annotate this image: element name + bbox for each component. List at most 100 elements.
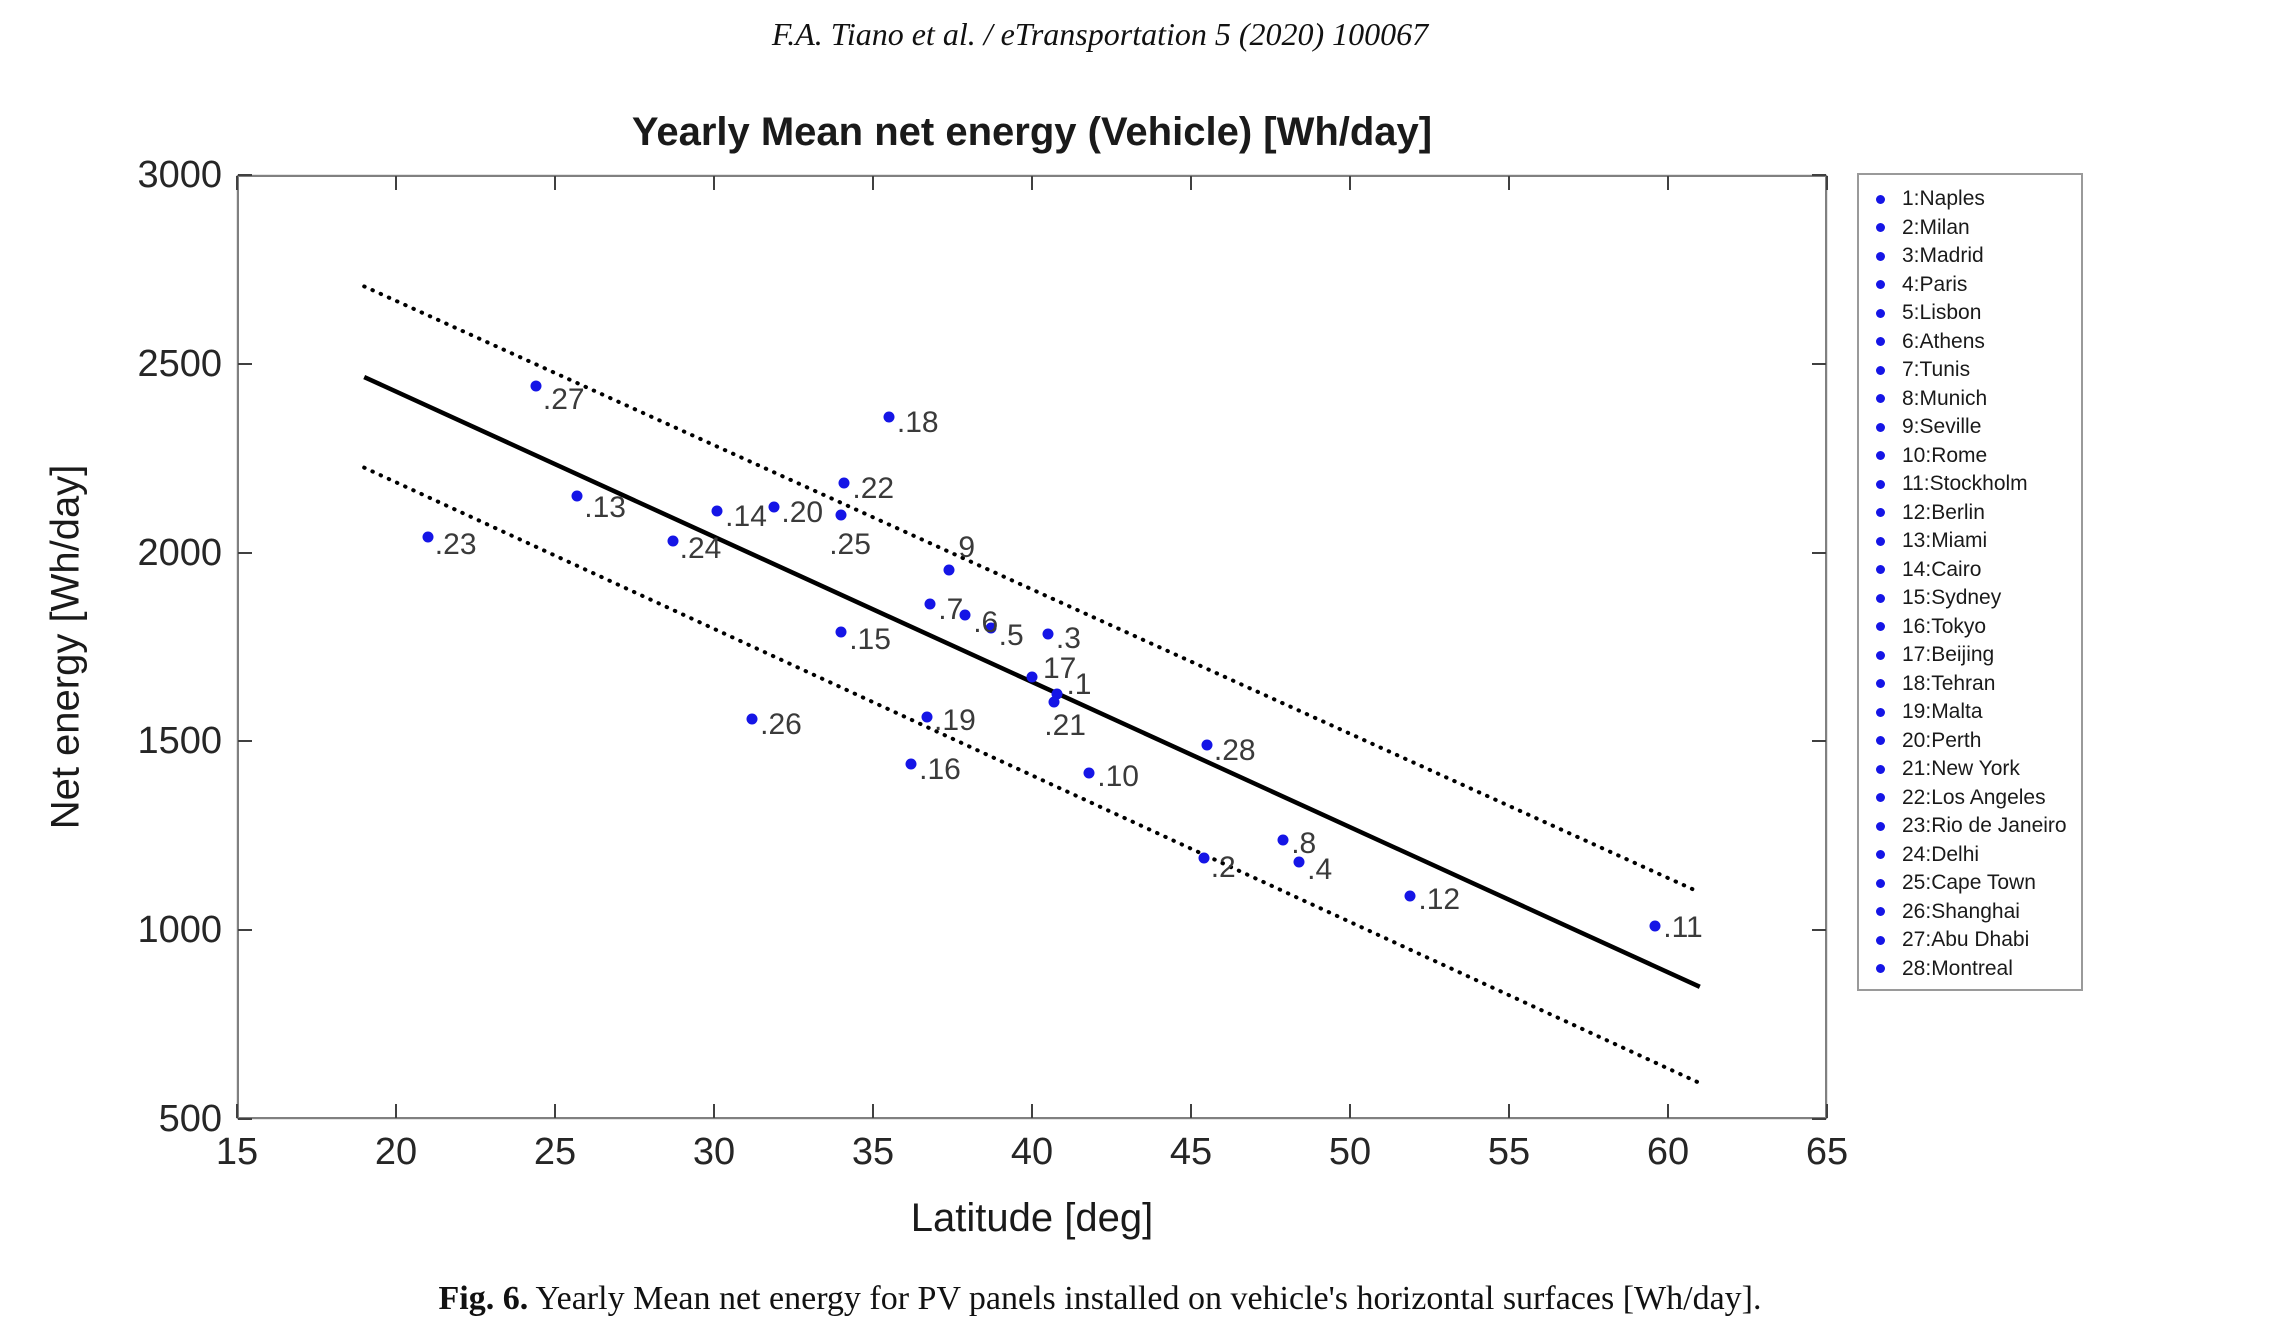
point-label: .14 — [725, 500, 767, 534]
x-tick-mark — [1667, 176, 1669, 190]
legend-item-label: 6:Athens — [1902, 329, 1985, 353]
legend-item-label: 22:Los Angeles — [1902, 785, 2046, 809]
legend-item: 21:New York — [1859, 755, 2081, 784]
legend-item: 24:Delhi — [1859, 841, 2081, 870]
data-point-rio-de-janeiro — [422, 531, 434, 543]
legend-marker-icon — [1876, 365, 1885, 375]
legend-marker-icon — [1876, 280, 1885, 290]
grid-line-vertical — [1826, 175, 1828, 1119]
legend-item-label: 1:Naples — [1902, 187, 1985, 211]
legend-item-label: 11:Stockholm — [1902, 472, 2028, 496]
legend-item: 12:Berlin — [1859, 499, 2081, 528]
x-tick-mark — [872, 176, 874, 190]
paper-header: F.A. Tiano et al. / eTransportation 5 (2… — [771, 16, 1429, 52]
legend-item: 27:Abu Dhabi — [1859, 926, 2081, 955]
x-tick-label: 55 — [1487, 1131, 1531, 1173]
legend-item: 9:Seville — [1859, 413, 2081, 442]
legend-item-label: 8:Munich — [1902, 386, 1988, 410]
legend-item-label: 27:Abu Dhabi — [1902, 928, 2030, 952]
y-tick-label: 1000 — [137, 909, 222, 952]
fit-lines-layer — [362, 284, 1702, 1086]
legend-item: 13:Miami — [1859, 527, 2081, 556]
x-tick-label: 25 — [533, 1131, 577, 1173]
data-point-madrid — [1042, 628, 1054, 640]
data-point-abu-dhabi — [530, 380, 542, 392]
legend-item: 11:Stockholm — [1859, 470, 2081, 499]
legend-item-label: 13:Miami — [1902, 529, 1988, 553]
data-point-paris — [1293, 856, 1305, 868]
x-tick-label: 45 — [1169, 1131, 1213, 1173]
x-tick-mark — [236, 1104, 238, 1118]
point-label: .26 — [760, 707, 802, 741]
x-tick-label: 65 — [1805, 1131, 1849, 1173]
legend-item-label: 12:Berlin — [1902, 500, 1985, 524]
point-label: .22 — [852, 471, 895, 505]
legend-marker-icon — [1876, 964, 1885, 974]
y-tick-label: 1500 — [137, 720, 222, 763]
confidence-bound-lower — [362, 465, 1702, 1086]
legend-marker-icon — [1876, 850, 1885, 860]
x-tick-mark — [1031, 176, 1033, 190]
legend-marker-icon — [1876, 337, 1885, 347]
legend-item: 7:Tunis — [1859, 356, 2081, 385]
data-point-malta — [921, 711, 933, 723]
legend-item-label: 16:Tokyo — [1902, 614, 1987, 638]
y-tick-mark — [238, 740, 252, 743]
x-tick-mark — [554, 1104, 556, 1118]
y-tick-mark — [1812, 929, 1826, 932]
legend-item: 14:Cairo — [1859, 556, 2081, 585]
legend-marker-icon — [1876, 451, 1885, 461]
data-point-seville — [943, 564, 955, 576]
data-point-lisbon — [985, 622, 997, 634]
point-label: .19 — [934, 703, 976, 737]
y-tick-mark — [1812, 174, 1826, 176]
legend-item-label: 10:Rome — [1902, 443, 1988, 467]
chart-title: Yearly Mean net energy (Vehicle) [Wh/day… — [631, 110, 1433, 154]
legend-marker-icon — [1876, 223, 1885, 233]
legend-marker-icon — [1876, 935, 1885, 945]
legend-item: 6:Athens — [1859, 328, 2081, 357]
legend-item: 3:Madrid — [1859, 242, 2081, 271]
legend-item: 1:Naples — [1859, 185, 2081, 214]
point-label: 17 — [1043, 652, 1077, 686]
legend-item-label: 9:Seville — [1902, 415, 1982, 439]
data-point-montreal — [1201, 739, 1213, 751]
legend-marker-icon — [1876, 679, 1885, 689]
point-label: .10 — [1097, 760, 1139, 794]
x-tick-mark — [713, 176, 715, 190]
data-point-rome — [1083, 767, 1095, 779]
figure-caption: Fig. 6. Yearly Mean net energy for PV pa… — [0, 1280, 2200, 1318]
y-tick-label: 500 — [158, 1098, 222, 1140]
legend-item-label: 26:Shanghai — [1902, 899, 2020, 923]
point-label: 9 — [958, 530, 975, 564]
x-tick-label: 20 — [374, 1131, 418, 1173]
x-tick-mark — [1190, 176, 1192, 190]
data-point-tehran — [883, 411, 895, 423]
legend-item: 8:Munich — [1859, 385, 2081, 414]
x-tick-label: 40 — [1010, 1131, 1054, 1173]
legend-item-label: 4:Paris — [1902, 272, 1968, 296]
data-point-athens — [959, 609, 971, 621]
point-label: .20 — [781, 496, 824, 530]
y-tick-mark — [238, 551, 252, 554]
x-tick-mark — [1508, 1104, 1510, 1118]
data-point-berlin — [1404, 890, 1416, 902]
y-tick-mark — [238, 929, 252, 932]
point-label: .18 — [896, 405, 939, 439]
point-label: .12 — [1418, 883, 1461, 917]
point-label: .4 — [1307, 853, 1333, 887]
data-point-shanghai — [746, 713, 758, 725]
y-tick-mark — [1812, 551, 1826, 554]
point-label: .15 — [849, 622, 891, 656]
point-label: .1 — [1066, 668, 1092, 702]
x-tick-label: 15 — [215, 1131, 259, 1173]
legend-item: 20:Perth — [1859, 727, 2081, 756]
x-tick-label: 60 — [1646, 1131, 1690, 1173]
x-tick-label: 50 — [1328, 1131, 1372, 1173]
point-label: .3 — [1055, 621, 1081, 655]
y-tick-mark — [238, 362, 252, 365]
legend-item-label: 7:Tunis — [1902, 358, 1971, 382]
legend-item: 10:Rome — [1859, 442, 2081, 471]
data-point-new-york — [1048, 696, 1060, 708]
